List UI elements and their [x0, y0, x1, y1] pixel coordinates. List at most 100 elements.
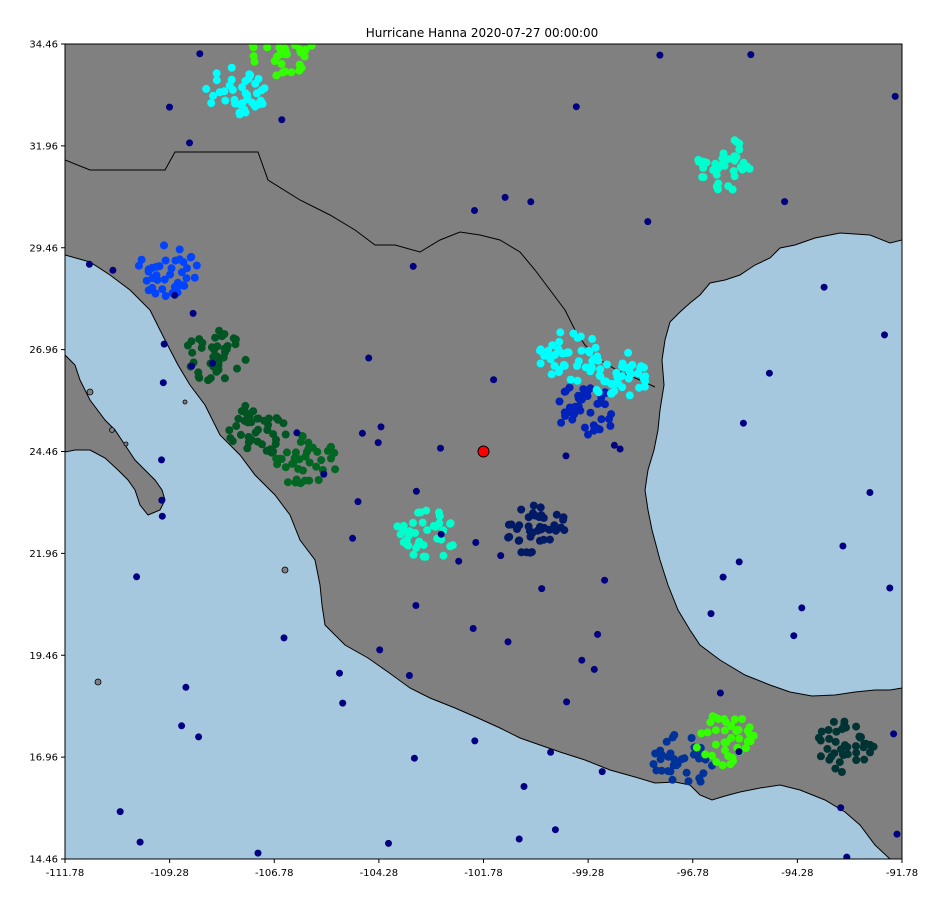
data-point [469, 625, 477, 632]
data-point [410, 754, 418, 762]
data-point [651, 749, 660, 758]
data-point [588, 334, 597, 343]
data-point [235, 110, 244, 119]
data-point [317, 456, 326, 465]
data-point [209, 353, 218, 361]
data-point [412, 487, 420, 495]
hurricane-position-marker[interactable] [477, 445, 490, 458]
data-point [697, 729, 706, 738]
data-point [517, 505, 526, 514]
data-point [837, 745, 845, 754]
data-point [720, 161, 729, 170]
data-point [409, 550, 418, 559]
data-point [160, 241, 168, 250]
data-point [188, 362, 196, 370]
data-point [711, 159, 720, 168]
data-point [547, 748, 555, 756]
data-point [628, 360, 637, 369]
data-point [699, 769, 708, 778]
data-point [729, 167, 738, 176]
data-point [423, 526, 432, 535]
data-point [721, 718, 730, 727]
data-point [166, 103, 173, 111]
data-point [471, 737, 479, 745]
data-point [270, 57, 279, 65]
data-point [843, 750, 852, 759]
y-tick-label: 29.46 [29, 243, 58, 254]
data-point [215, 326, 224, 335]
data-point [869, 742, 878, 751]
data-point [161, 292, 170, 300]
data-point [251, 79, 260, 88]
data-point [339, 699, 347, 707]
data-point [598, 768, 606, 776]
data-point [649, 760, 658, 769]
data-point [730, 136, 739, 145]
data-point [739, 419, 747, 427]
data-point [720, 726, 729, 735]
island [86, 388, 94, 396]
data-point [816, 752, 825, 761]
data-point [551, 826, 559, 834]
data-point [695, 157, 703, 166]
data-point [299, 466, 307, 475]
data-point [233, 364, 241, 373]
y-tick-label: 14.46 [29, 855, 58, 866]
data-point [435, 512, 444, 521]
data-point [687, 734, 696, 742]
data-point [349, 534, 357, 542]
data-point [625, 391, 634, 400]
data-point [515, 835, 523, 843]
data-point [260, 84, 269, 93]
data-point [852, 748, 861, 757]
data-point [232, 422, 241, 431]
data-point [607, 410, 616, 419]
data-point [212, 76, 221, 85]
data-point [577, 346, 586, 355]
data-point [336, 669, 343, 677]
island [182, 399, 188, 405]
data-point [514, 536, 523, 545]
data-point [578, 656, 586, 664]
data-point [446, 542, 455, 551]
data-point [595, 371, 604, 380]
data-point [820, 283, 828, 291]
data-point [596, 365, 605, 374]
data-point [861, 739, 870, 748]
data-point [243, 444, 252, 453]
data-point [272, 435, 280, 444]
x-tick-label: -109.28 [150, 868, 189, 879]
x-tick-label: -96.78 [677, 868, 709, 879]
data-point [857, 733, 865, 742]
data-point [437, 530, 445, 538]
data-point [291, 478, 300, 487]
data-point [890, 730, 898, 738]
data-point [230, 95, 239, 104]
data-point [109, 266, 117, 274]
data-point [714, 714, 723, 723]
data-point [823, 744, 832, 753]
data-point [531, 511, 539, 520]
data-point [161, 256, 170, 265]
data-point [730, 152, 739, 161]
data-point [586, 408, 595, 417]
data-point [137, 255, 146, 264]
data-point [548, 341, 557, 350]
data-point [377, 423, 385, 431]
data-point [412, 543, 421, 552]
data-point [843, 743, 852, 751]
data-point [669, 761, 678, 770]
data-point [252, 89, 261, 98]
y-tick-label: 31.96 [29, 141, 58, 152]
data-point [179, 258, 188, 267]
data-point [282, 448, 291, 457]
data-point [272, 71, 281, 80]
data-point [242, 408, 251, 417]
data-point [886, 584, 894, 592]
data-point [824, 726, 833, 734]
data-point [866, 748, 874, 757]
data-point [550, 521, 559, 530]
data-point [526, 532, 535, 541]
data-point [618, 362, 626, 371]
data-point [618, 372, 626, 381]
